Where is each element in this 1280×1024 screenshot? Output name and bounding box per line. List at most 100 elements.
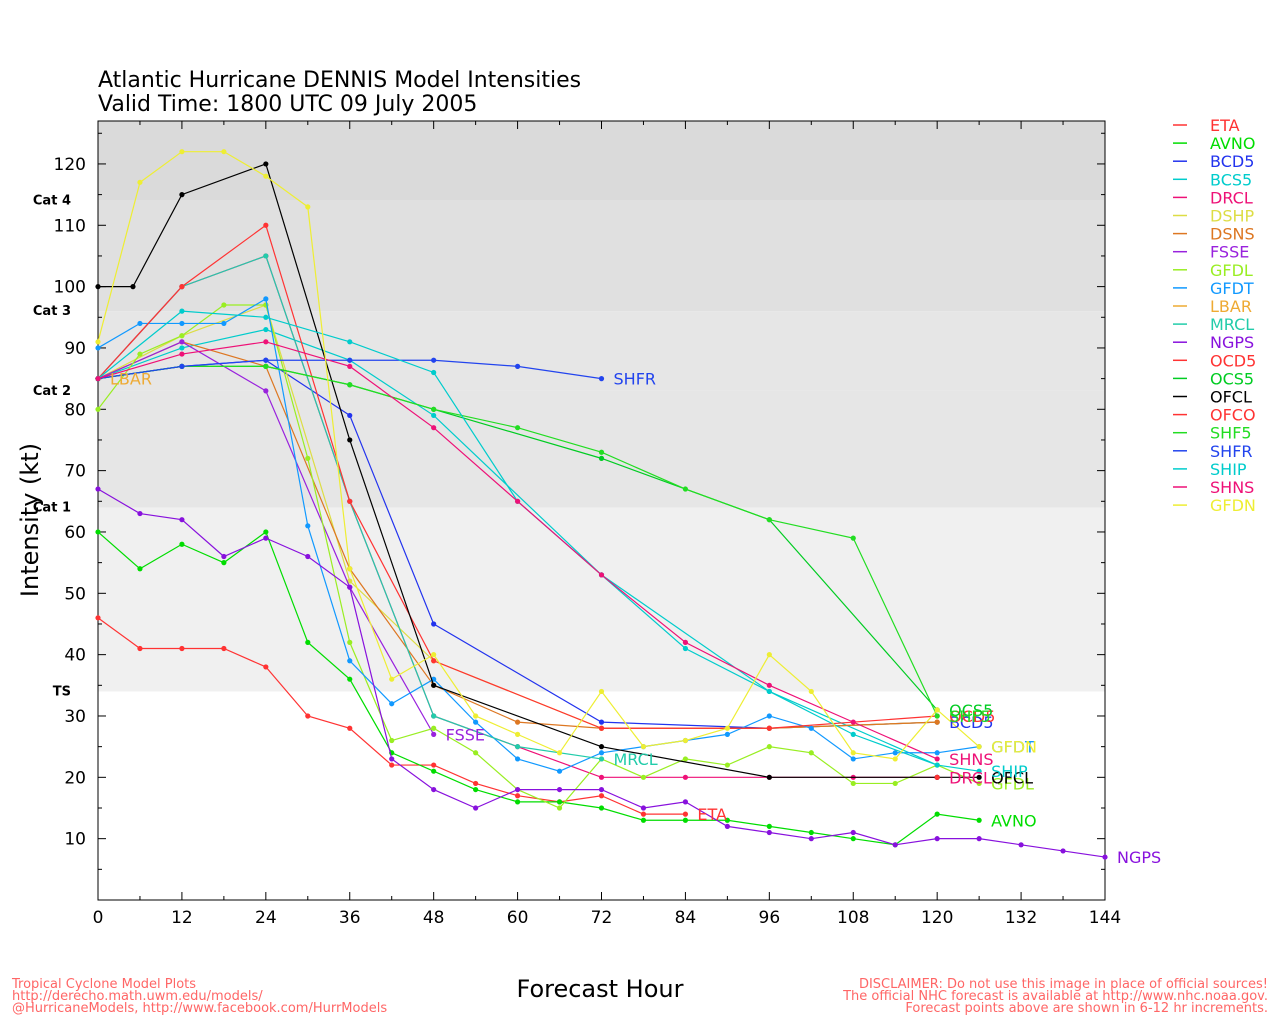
data-point-avno xyxy=(556,799,563,805)
data-point-ship xyxy=(263,314,269,320)
data-point-ngps xyxy=(934,836,940,842)
data-point-gfdn xyxy=(431,652,437,658)
legend-label-bcs5: BCS5 xyxy=(1210,170,1252,189)
data-point-gfdn xyxy=(934,707,940,713)
data-point-ngps xyxy=(598,786,605,793)
legend-label-ofcl: OFCL xyxy=(1210,388,1252,407)
footer-left-line-1: Tropical Cyclone Model Plots xyxy=(11,977,196,992)
series-gfdn xyxy=(95,149,982,762)
data-point-gfdn xyxy=(137,179,143,185)
category-band-label: Cat 2 xyxy=(33,384,71,399)
x-tick-label: 84 xyxy=(675,908,697,928)
series-label-lbar: LBAR xyxy=(110,370,152,389)
data-point-shf5 xyxy=(682,486,689,492)
data-point-ngps xyxy=(263,535,269,541)
x-tick-label: 48 xyxy=(423,908,445,928)
data-point-dsns xyxy=(514,719,521,725)
data-point-ngps xyxy=(473,805,479,811)
data-point-gfdt xyxy=(389,701,395,707)
legend-label-dsns: DSNS xyxy=(1210,225,1255,244)
series-label-shf5: SHF5 xyxy=(949,707,991,726)
data-point-shfr xyxy=(263,357,269,363)
legend-label-ngps: NGPS xyxy=(1210,333,1254,352)
data-point-ship xyxy=(766,688,772,695)
data-point-ngps xyxy=(640,805,647,811)
data-point-gfdn xyxy=(263,173,269,179)
x-tick-label: 60 xyxy=(507,908,529,928)
series-label-gfdt: GFDT xyxy=(991,738,1035,757)
data-point-bcd5 xyxy=(598,719,605,725)
series-label-shfr: SHFR xyxy=(614,370,657,389)
data-point-ocd5 xyxy=(766,725,772,731)
data-point-bcd5 xyxy=(431,621,437,627)
footer-right-line-1: DISCLAIMER: Do not use this image in pla… xyxy=(859,977,1268,992)
data-point-gfdt xyxy=(514,756,521,762)
x-tick-label: 72 xyxy=(591,908,613,928)
data-point-shns xyxy=(934,756,940,762)
data-point-gfdn xyxy=(221,149,227,155)
legend-label-avno: AVNO xyxy=(1210,134,1255,153)
footer-left-line-3: @HurricaneModels, http://www.facebook.co… xyxy=(12,1001,387,1016)
data-point-ngps xyxy=(766,829,772,836)
data-point-gfdt xyxy=(598,750,605,756)
data-point-shns xyxy=(850,719,856,725)
data-point-avno xyxy=(808,829,814,836)
x-tick-label: 96 xyxy=(759,908,781,928)
data-point-gfdl xyxy=(431,725,437,731)
data-point-bcs5 xyxy=(263,326,269,333)
data-point-gfdn xyxy=(724,725,730,731)
x-tick-label: 108 xyxy=(837,908,869,928)
data-point-gfdl xyxy=(305,455,311,461)
data-point-gfdl xyxy=(808,750,814,756)
legend-label-lbar: LBAR xyxy=(1210,297,1252,316)
data-point-ship xyxy=(431,369,437,376)
data-point-shf5 xyxy=(263,363,269,369)
legend-label-ocs5: OCS5 xyxy=(1210,369,1254,388)
series-ofco xyxy=(934,774,940,780)
data-point-avno xyxy=(850,836,856,842)
data-point-gfdn xyxy=(347,566,353,572)
data-point-gfdn xyxy=(473,713,479,719)
data-point-fsse xyxy=(431,731,437,737)
data-point-eta xyxy=(95,615,101,621)
data-point-gfdn xyxy=(640,744,647,750)
data-point-bcd5 xyxy=(347,412,353,419)
data-point-ngps xyxy=(682,799,689,805)
data-point-ngps xyxy=(305,553,311,560)
data-point-ofcl xyxy=(179,192,185,198)
data-point-gfdl xyxy=(556,805,563,811)
series-eta xyxy=(95,615,689,817)
data-point-avno xyxy=(598,805,605,811)
legend-label-shns: SHNS xyxy=(1210,478,1254,497)
data-point-ngps xyxy=(808,836,814,842)
data-point-eta xyxy=(598,793,605,799)
series-label-avno: AVNO xyxy=(991,811,1036,830)
x-axis-title: Forecast Hour xyxy=(517,975,684,1003)
data-point-ngps xyxy=(850,829,856,836)
x-tick-label: 24 xyxy=(255,908,277,928)
legend-label-fsse: FSSE xyxy=(1210,243,1249,262)
data-point-gfdt xyxy=(179,320,185,327)
data-point-fsse xyxy=(179,339,185,345)
data-point-ngps xyxy=(179,517,185,523)
data-point-ocd5 xyxy=(598,725,605,731)
data-point-ocs5 xyxy=(598,455,605,461)
data-point-gfdn xyxy=(976,744,982,750)
legend-label-gfdt: GFDT xyxy=(1210,279,1254,298)
category-band xyxy=(98,121,1105,201)
data-point-shf5 xyxy=(347,382,353,388)
series-line-gfdl xyxy=(97,304,980,809)
legend-label-bcd5: BCD5 xyxy=(1210,152,1254,171)
data-point-gfdl xyxy=(221,302,227,308)
data-point-shfr xyxy=(598,376,605,382)
series-label-bcd5: BCD5 xyxy=(949,713,993,732)
data-point-ocd5 xyxy=(263,222,269,228)
data-point-gfdn xyxy=(598,688,605,695)
legend-label-gfdl: GFDL xyxy=(1210,261,1253,280)
series-line-ofcl xyxy=(98,163,980,778)
series-label-drcl: DRCL xyxy=(949,768,992,787)
data-point-ngps xyxy=(389,756,395,762)
data-point-gfdl xyxy=(850,780,856,787)
series-label-gfdn: GFDN xyxy=(991,738,1037,757)
